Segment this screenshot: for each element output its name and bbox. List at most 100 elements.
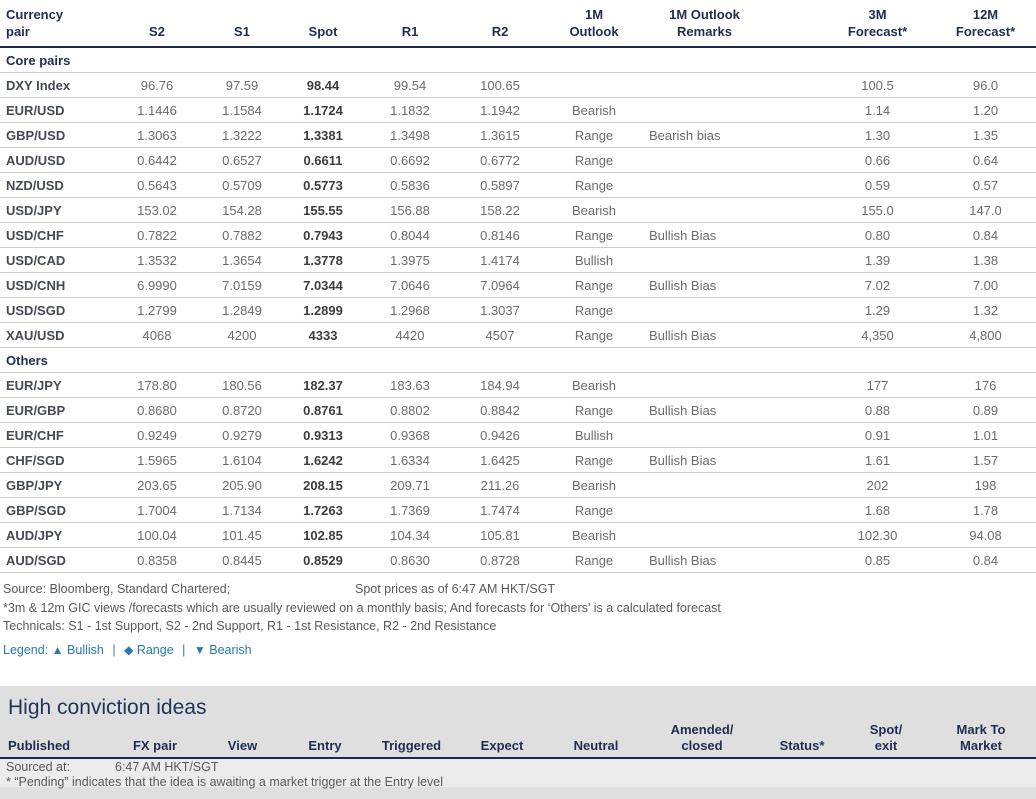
col-header-r2: R2 bbox=[456, 0, 544, 48]
r2-cell: 0.9426 bbox=[456, 422, 544, 448]
remarks-cell: Bullish Bias bbox=[644, 447, 820, 473]
pair-cell: AUD/JPY bbox=[0, 522, 112, 548]
remarks-cell bbox=[644, 297, 820, 323]
r2-cell: 105.81 bbox=[456, 522, 544, 548]
legend-range-label: Range bbox=[136, 642, 174, 657]
r1-cell: 1.7369 bbox=[364, 497, 456, 523]
col-header-entry: Entry bbox=[285, 722, 365, 759]
forecast-12m-cell: 176 bbox=[935, 372, 1036, 398]
outlook-cell: Range bbox=[544, 122, 644, 148]
spot-cell: 208.15 bbox=[282, 472, 364, 498]
table-row: AUD/SGD 0.8358 0.8445 0.8529 0.8630 0.8728 Ran… bbox=[0, 547, 1036, 573]
forecast-12m-cell: 147.0 bbox=[935, 197, 1036, 223]
r2-cell: 0.6772 bbox=[456, 147, 544, 173]
r1-cell: 0.8044 bbox=[364, 222, 456, 248]
table-row: AUD/USD 0.6442 0.6527 0.6611 0.6692 0.6772 Ran… bbox=[0, 147, 1036, 173]
forecast-3m-cell: 0.59 bbox=[820, 172, 935, 198]
section-row: Core pairs bbox=[0, 47, 1036, 73]
forecast-12m-cell: 0.84 bbox=[935, 547, 1036, 573]
r1-cell: 99.54 bbox=[364, 72, 456, 98]
s1-cell: 180.56 bbox=[202, 372, 282, 398]
r1-cell: 0.9368 bbox=[364, 422, 456, 448]
remarks-cell bbox=[644, 147, 820, 173]
r1-cell: 1.1832 bbox=[364, 97, 456, 123]
s1-cell: 0.8720 bbox=[202, 397, 282, 423]
forecast-3m-cell: 0.88 bbox=[820, 397, 935, 423]
s1-cell: 1.1584 bbox=[202, 97, 282, 123]
forecast-3m-cell: 0.85 bbox=[820, 547, 935, 573]
table-row: GBP/SGD 1.7004 1.7134 1.7263 1.7369 1.7474 Ran… bbox=[0, 497, 1036, 523]
s2-cell: 203.65 bbox=[112, 472, 202, 498]
r1-cell: 1.6334 bbox=[364, 447, 456, 473]
forecast-12m-cell: 0.57 bbox=[935, 172, 1036, 198]
outlook-cell: Range bbox=[544, 172, 644, 198]
remarks-cell: Bullish Bias bbox=[644, 547, 820, 573]
remarks-cell: Bullish Bias bbox=[644, 272, 820, 298]
legend-bullish-label: Bullish bbox=[67, 642, 104, 657]
outlook-cell: Bullish bbox=[544, 422, 644, 448]
s1-cell: 0.6527 bbox=[202, 147, 282, 173]
s2-cell: 0.8358 bbox=[112, 547, 202, 573]
r1-cell: 183.63 bbox=[364, 372, 456, 398]
table-row: EUR/JPY 178.80 180.56 182.37 183.63 184.94 Bea… bbox=[0, 372, 1036, 398]
table-row: USD/CNH 6.9990 7.0159 7.0344 7.0646 7.0964 Ran… bbox=[0, 272, 1036, 298]
spot-cell: 4333 bbox=[282, 322, 364, 348]
table-row: CHF/SGD 1.5965 1.6104 1.6242 1.6334 1.6425 Ran… bbox=[0, 447, 1036, 473]
s2-cell: 0.9249 bbox=[112, 422, 202, 448]
r2-cell: 4507 bbox=[456, 322, 544, 348]
forecast-12m-cell: 1.38 bbox=[935, 247, 1036, 273]
table-row: NZD/USD 0.5643 0.5709 0.5773 0.5836 0.5897 Ran… bbox=[0, 172, 1036, 198]
s2-cell: 1.7004 bbox=[112, 497, 202, 523]
forecast-3m-cell: 1.14 bbox=[820, 97, 935, 123]
col-header-r1: R1 bbox=[364, 0, 456, 48]
remarks-cell bbox=[644, 72, 820, 98]
legend-separator: | bbox=[182, 642, 186, 657]
s1-cell: 0.8445 bbox=[202, 547, 282, 573]
high-conviction-panel: High conviction ideas Published FX pair … bbox=[0, 686, 1036, 799]
fx-table-body: Core pairs DXY Index 96.76 97.59 98.44 99.54 1… bbox=[0, 47, 1036, 573]
r2-cell: 7.0964 bbox=[456, 272, 544, 298]
table-row: AUD/JPY 100.04 101.45 102.85 104.34 105.81 Bea… bbox=[0, 522, 1036, 548]
table-row: EUR/USD 1.1446 1.1584 1.1724 1.1832 1.1942 Bea… bbox=[0, 97, 1036, 123]
outlook-cell: Range bbox=[544, 322, 644, 348]
s2-cell: 0.7822 bbox=[112, 222, 202, 248]
r2-cell: 1.6425 bbox=[456, 447, 544, 473]
high-conviction-table: Published FX pair View Entry Triggered E… bbox=[0, 722, 1036, 759]
range-diamond-icon: ◆ bbox=[124, 642, 134, 657]
remarks-cell: Bullish Bias bbox=[644, 322, 820, 348]
outlook-cell: Range bbox=[544, 147, 644, 173]
s1-cell: 97.59 bbox=[202, 72, 282, 98]
s2-cell: 6.9990 bbox=[112, 272, 202, 298]
col-header-spot: Spot bbox=[282, 0, 364, 48]
r2-cell: 158.22 bbox=[456, 197, 544, 223]
s2-cell: 4068 bbox=[112, 322, 202, 348]
r2-cell: 1.7474 bbox=[456, 497, 544, 523]
pair-cell: DXY Index bbox=[0, 72, 112, 98]
forecast-12m-cell: 0.84 bbox=[935, 222, 1036, 248]
pair-cell: USD/JPY bbox=[0, 197, 112, 223]
spot-cell: 98.44 bbox=[282, 72, 364, 98]
table-row: USD/CHF 0.7822 0.7882 0.7943 0.8044 0.8146 Ran… bbox=[0, 222, 1036, 248]
table-row: USD/JPY 153.02 154.28 155.55 156.88 158.22 Bea… bbox=[0, 197, 1036, 223]
bullish-triangle-up-icon: ▲ bbox=[51, 642, 64, 657]
section-row: Others bbox=[0, 347, 1036, 373]
outlook-cell: Bearish bbox=[544, 197, 644, 223]
fx-table-header-row: Currency pair S2 S1 Spot R1 R2 1M Outloo… bbox=[0, 0, 1036, 48]
r1-cell: 1.3975 bbox=[364, 247, 456, 273]
col-header-spot-exit: Spot/ exit bbox=[846, 722, 926, 759]
outlook-cell: Range bbox=[544, 222, 644, 248]
forecast-3m-cell: 4,350 bbox=[820, 322, 935, 348]
fx-forecast-table: Currency pair S2 S1 Spot R1 R2 1M Outloo… bbox=[0, 0, 1036, 573]
remarks-cell bbox=[644, 497, 820, 523]
legend-bearish-label: Bearish bbox=[209, 642, 252, 657]
table-row: EUR/GBP 0.8680 0.8720 0.8761 0.8802 0.8842 Ran… bbox=[0, 397, 1036, 423]
s2-cell: 178.80 bbox=[112, 372, 202, 398]
col-header-s1: S1 bbox=[202, 0, 282, 48]
r2-cell: 1.3037 bbox=[456, 297, 544, 323]
r1-cell: 1.3498 bbox=[364, 122, 456, 148]
source-text: Source: Bloomberg, Standard Chartered; bbox=[3, 582, 231, 596]
r1-cell: 0.6692 bbox=[364, 147, 456, 173]
spot-cell: 1.7263 bbox=[282, 497, 364, 523]
s2-cell: 96.76 bbox=[112, 72, 202, 98]
